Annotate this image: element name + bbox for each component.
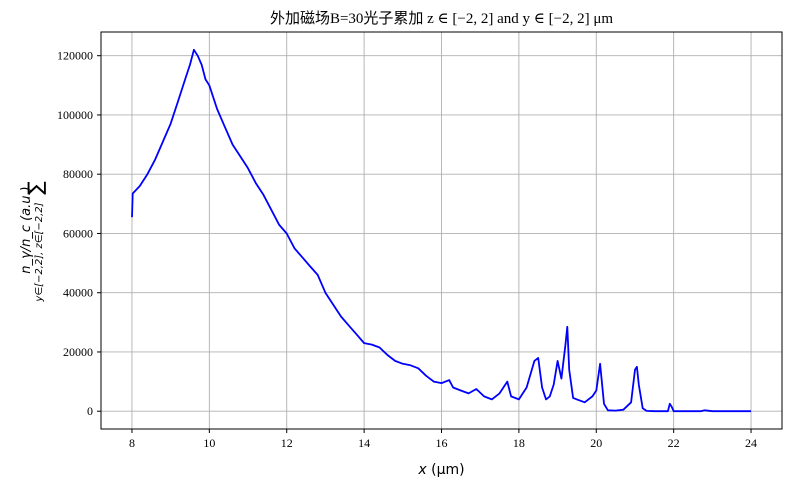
x-tick-label: 14	[358, 436, 370, 450]
y-axis-sum-symbol: ∑	[23, 181, 47, 195]
x-axis-label: x (μm)	[417, 462, 464, 478]
x-tick-label: 20	[590, 436, 602, 450]
series-line	[131, 48, 751, 413]
y-axis-sum-subscript: y∈[−2,2], z∈[−2,2]	[34, 202, 45, 302]
y-tick-label: 60000	[63, 226, 93, 240]
x-tick-label: 22	[668, 436, 680, 450]
x-tick-label: 8	[129, 436, 135, 450]
x-tick-label: 10	[203, 436, 215, 450]
y-axis-ticks: 0 20000 40000 60000 80000 100000 120000	[57, 49, 101, 418]
x-tick-label: 18	[513, 436, 525, 450]
y-tick-label: 100000	[57, 108, 93, 122]
x-axis-label-unit: (μm)	[431, 462, 464, 478]
x-axis-label-var: x	[417, 462, 431, 478]
y-tick-label: 80000	[63, 167, 93, 181]
y-tick-label: 120000	[57, 49, 93, 63]
x-tick-label: 16	[436, 436, 448, 450]
grid-lines	[101, 32, 782, 429]
y-axis-label: ∑ y∈[−2,2], z∈[−2,2] n_γ/n_c (a.u.)	[19, 181, 47, 303]
y-tick-label: 0	[87, 404, 93, 418]
series-layer	[131, 48, 751, 413]
y-tick-label: 20000	[63, 345, 93, 359]
y-axis-main-label: n_γ/n_c (a.u.)	[19, 186, 34, 273]
y-tick-label: 40000	[63, 286, 93, 300]
x-tick-label: 24	[745, 436, 757, 450]
x-tick-label: 12	[281, 436, 293, 450]
chart-title: 外加磁场B=30光子累加 z ∈ [−2, 2] and y ∈ [−2, 2]…	[270, 10, 613, 27]
x-axis-ticks: 8 10 12 14 16 18 20 22 24	[129, 429, 757, 450]
